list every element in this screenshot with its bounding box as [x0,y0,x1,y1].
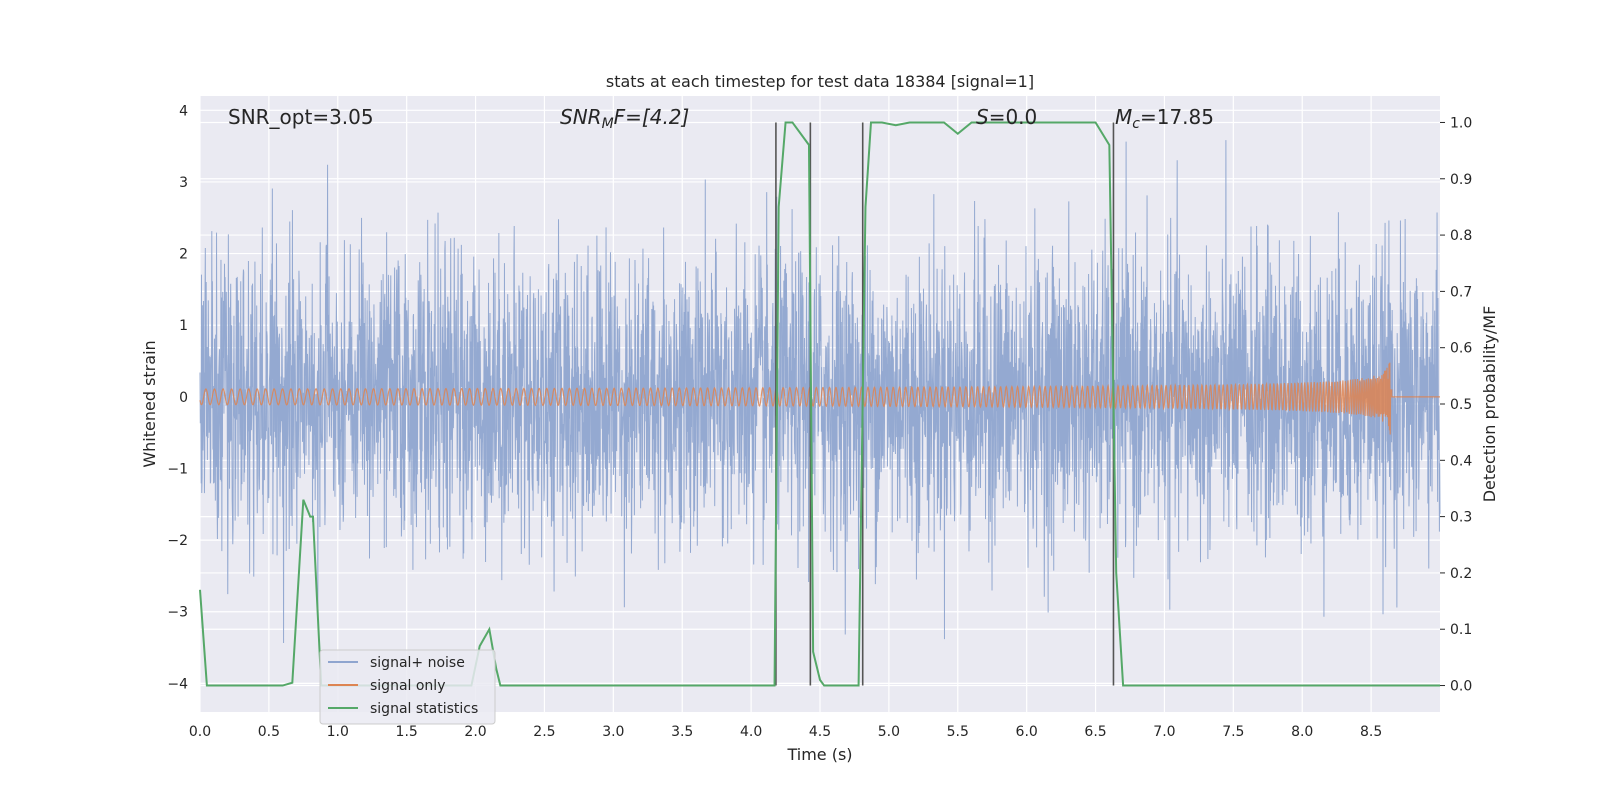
annotation-mc: Mc=17.85 [1115,105,1214,132]
y2-tick-label: 0.4 [1450,453,1472,469]
y-axis-ticks: 4 3 2 1 0 −1 −2 −3 −4 [167,103,188,692]
y-tick-label: −2 [167,533,188,549]
y2-tick-label: 0.1 [1450,622,1472,638]
y2-tick-label: 0.7 [1450,284,1472,300]
x-tick-label: 4.5 [809,724,831,740]
y-axis-label: Whitened strain [140,340,159,467]
legend-box [319,649,496,725]
x-tick-label: 5.5 [947,724,969,740]
y-tick-label: −1 [167,461,188,477]
x-tick-label: 6.5 [1084,724,1106,740]
x-tick-label: 7.0 [1153,724,1175,740]
annotation-s: S=0.0 [976,105,1037,129]
y2-tick-label: 0.0 [1450,679,1472,695]
snr-mf-base: SNR [560,105,602,129]
x-tick-label: 5.0 [878,724,900,740]
y2-tick-label: 0.3 [1450,510,1472,526]
y-tick-label: 3 [179,175,188,191]
legend-label-signal: signal only [370,678,445,694]
x-tick-label: 1.0 [327,724,349,740]
signal-plus-noise-line [199,140,1441,644]
snr-mf-rest: F=[4.2] [614,105,690,129]
s-base: S [976,105,989,129]
s-rest: =0.0 [989,105,1038,129]
y2-axis-ticks: 1.0 0.9 0.8 0.7 0.6 0.5 0.4 0.3 0.2 0.1 0.0 [1440,115,1472,695]
y-tick-label: 0 [179,390,188,406]
legend-label-statistics: signal statistics [370,701,478,717]
mc-subscript: c [1132,116,1140,132]
x-tick-label: 3.5 [671,724,693,740]
annotation-snr-mf: SNRMF=[4.2] [560,105,689,132]
y2-tick-label: 0.6 [1450,341,1472,357]
x-tick-label: 3.0 [602,724,624,740]
signal-only-series [199,362,1440,435]
y2-tick-label: 0.9 [1450,172,1472,188]
y-tick-label: 4 [179,103,188,119]
x-tick-label: 8.5 [1360,724,1382,740]
x-tick-label: 2.5 [533,724,555,740]
signal-statistics-line [199,121,1440,687]
mc-base: M [1115,105,1132,129]
signal-plus-noise-series [199,140,1441,644]
x-axis-label: Time (s) [786,745,852,764]
x-tick-label: 0.5 [258,724,280,740]
legend: signal+ noise signal only signal statist… [319,649,496,725]
mc-rest: =17.85 [1140,105,1214,129]
chart-title: stats at each timestep for test data 183… [606,72,1034,91]
x-tick-label: 4.0 [740,724,762,740]
y2-tick-label: 0.5 [1450,397,1472,413]
y2-axis-label: Detection probability/MF [1480,306,1499,503]
y-tick-label: 2 [179,247,188,263]
y-tick-label: 1 [179,318,188,334]
y-tick-label: −3 [167,605,188,621]
legend-label-noise: signal+ noise [370,655,465,671]
x-tick-label: 6.0 [1016,724,1038,740]
x-tick-label: 7.5 [1222,724,1244,740]
x-tick-label: 2.0 [464,724,486,740]
signal-only-line [199,362,1440,435]
x-tick-label: 0.0 [189,724,211,740]
signal-statistics-series [199,121,1440,687]
y-tick-label: −4 [167,676,188,692]
x-tick-label: 8.0 [1291,724,1313,740]
x-axis-ticks: 0.0 0.5 1.0 1.5 2.0 2.5 3.0 3.5 4.0 4.5 5.0 5.5 6.0 6… [189,724,1382,740]
annotation-snr-opt: SNR_opt=3.05 [228,105,374,129]
y2-tick-label: 0.8 [1450,228,1472,244]
y2-tick-label: 1.0 [1450,115,1472,131]
x-tick-label: 1.5 [396,724,418,740]
y2-tick-label: 0.2 [1450,566,1472,582]
snr-mf-subscript: M [602,116,614,132]
